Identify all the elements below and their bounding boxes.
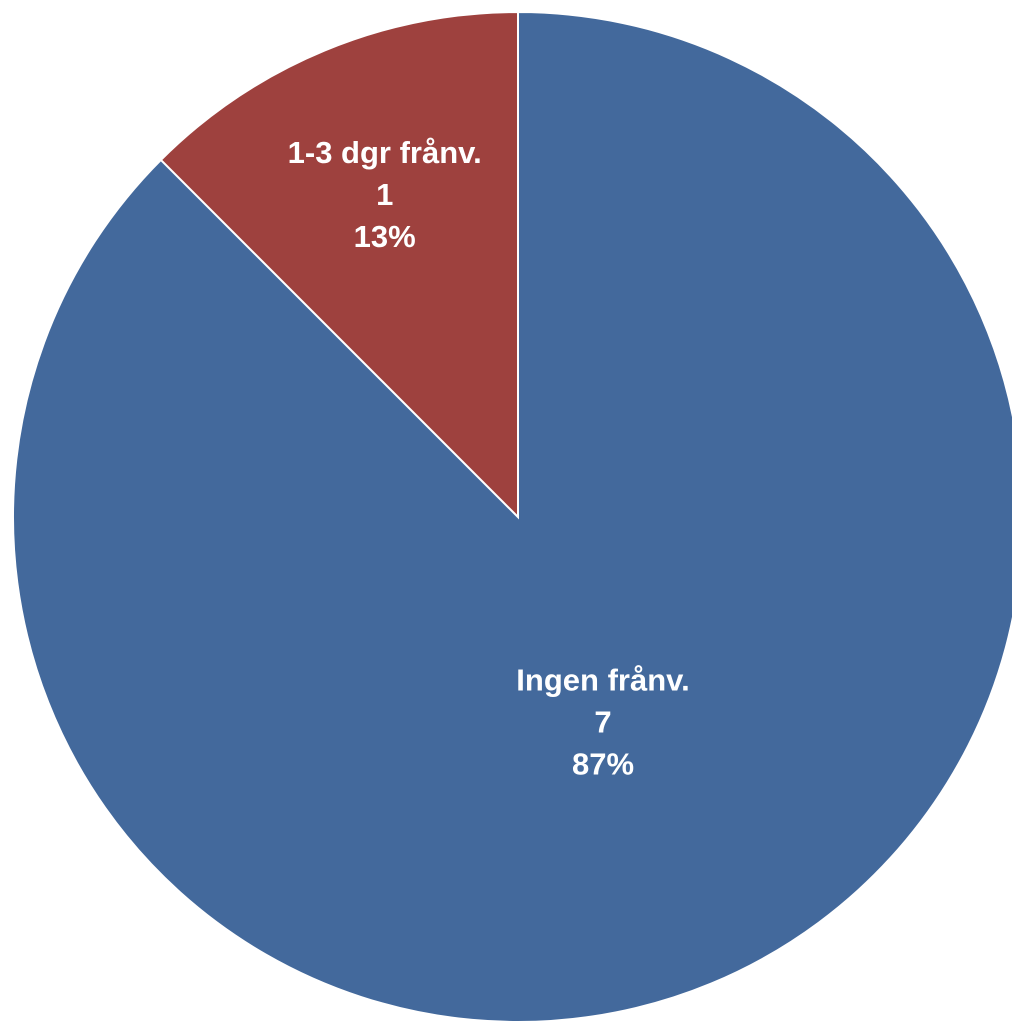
pie-data-labels: Ingen frånv. 7 87% 1-3 dgr frånv. 1 13%: [288, 135, 690, 781]
slice-percent-label: 13%: [354, 219, 416, 254]
pie-slice-2: [159, 10, 519, 520]
slice-label-2: 1-3 dgr frånv. 1 13%: [288, 135, 482, 254]
pie-slices: [12, 10, 1012, 1022]
slice-value-label: 1: [376, 177, 393, 212]
pie-slice-1: [12, 10, 1012, 1022]
slice-percent-label: 87%: [572, 746, 634, 781]
slice-label-1: Ingen frånv. 7 87%: [516, 662, 689, 781]
slice-value-label: 7: [594, 704, 611, 739]
slice-category-label: 1-3 dgr frånv.: [288, 135, 482, 170]
slice-category-label: Ingen frånv.: [516, 662, 689, 697]
